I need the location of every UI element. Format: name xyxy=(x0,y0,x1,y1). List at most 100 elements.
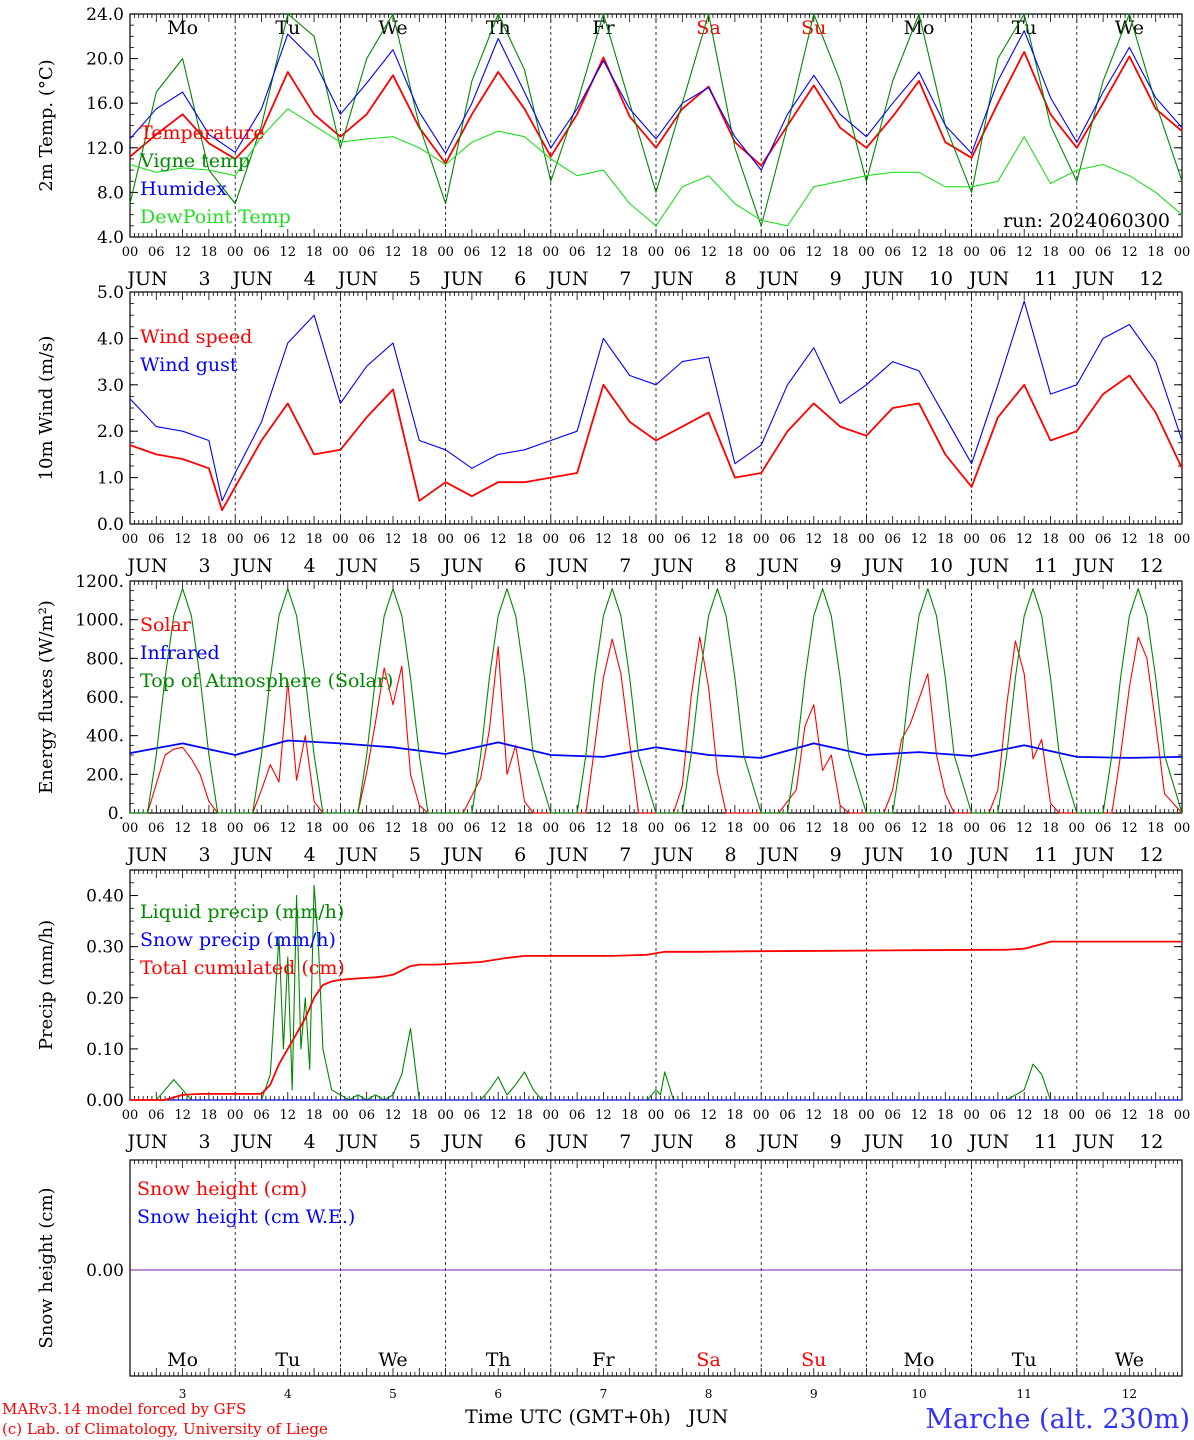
hour-tick-label: 12 xyxy=(1016,821,1033,836)
hour-tick-label: 12 xyxy=(1016,532,1033,547)
day-number-label: 8 xyxy=(724,555,736,577)
hour-tick-label: 06 xyxy=(779,821,796,836)
hour-tick-label: 18 xyxy=(621,245,638,260)
hour-tick-label: 00 xyxy=(332,245,349,260)
hour-tick-label: 00 xyxy=(963,532,980,547)
hour-tick-label: 12 xyxy=(490,821,507,836)
weekday-label: Tu xyxy=(275,1349,300,1371)
month-label: JUN xyxy=(757,555,799,577)
hour-tick-label: 12 xyxy=(1121,245,1138,260)
hour-tick-label: 06 xyxy=(1095,532,1112,547)
month-label: JUN xyxy=(651,555,693,577)
month-label: JUN xyxy=(1072,555,1114,577)
y-tick-label: 0.30 xyxy=(86,938,124,958)
energy-ylabel: Energy fluxes (W/m²) xyxy=(36,600,57,794)
hour-tick-label: 00 xyxy=(1174,245,1191,260)
day-number-label: 5 xyxy=(409,844,421,866)
hour-tick-label: 06 xyxy=(569,1108,586,1123)
hour-tick-label: 00 xyxy=(963,245,980,260)
hour-tick-label: 00 xyxy=(753,245,770,260)
hour-tick-label: 18 xyxy=(1147,532,1164,547)
temperature-series-vigne-temp xyxy=(129,13,1183,227)
day-number-label: 6 xyxy=(514,555,526,577)
month-label: JUN xyxy=(967,1131,1009,1153)
hour-tick-label: 18 xyxy=(1042,1108,1059,1123)
hour-tick-label: 06 xyxy=(990,532,1007,547)
day-number-label: 3 xyxy=(198,1131,210,1153)
day-number-label: 5 xyxy=(389,1387,397,1401)
hour-tick-label: 00 xyxy=(648,821,665,836)
weekday-label: Mo xyxy=(904,1349,935,1371)
weekday-label: Tu xyxy=(1012,1349,1037,1371)
hour-tick-label: 18 xyxy=(516,821,533,836)
hour-tick-label: 06 xyxy=(884,821,901,836)
hour-tick-label: 18 xyxy=(201,1108,218,1123)
y-tick-label: 1000. xyxy=(75,611,124,631)
day-number-label: 3 xyxy=(179,1387,187,1401)
energy-series-infrared xyxy=(129,739,1183,759)
station-name: Marche (alt. 230m) xyxy=(925,1404,1190,1435)
hour-tick-label: 06 xyxy=(358,1108,375,1123)
hour-tick-label: 00 xyxy=(963,821,980,836)
day-number-label: 8 xyxy=(724,1131,736,1153)
y-tick-label: 200. xyxy=(86,765,124,785)
hour-tick-label: 00 xyxy=(332,821,349,836)
day-number-label: 10 xyxy=(929,844,953,866)
snow-ylabel: Snow height (cm) xyxy=(36,1187,57,1348)
hour-tick-label: 00 xyxy=(227,1108,244,1123)
month-label: JUN xyxy=(862,1131,904,1153)
hour-tick-label: 06 xyxy=(464,245,481,260)
hour-tick-label: 12 xyxy=(806,1108,823,1123)
y-tick-label: 1.0 xyxy=(97,469,124,489)
month-label: JUN xyxy=(336,268,378,290)
day-number-label: 11 xyxy=(1034,555,1058,577)
temperature-panel: 4.0 8.0 12.0 16.0 20.0 24.0 2m Temp. (°C) 00 06 1… xyxy=(36,5,1190,290)
hour-tick-label: 00 xyxy=(543,1108,560,1123)
weekday-label: Fr xyxy=(592,1349,615,1371)
day-number-label: 8 xyxy=(724,268,736,290)
hour-tick-label: 00 xyxy=(1069,245,1086,260)
month-label: JUN xyxy=(546,844,588,866)
legend-entry: Temperature xyxy=(140,122,264,144)
month-label: JUN xyxy=(125,1131,167,1153)
hour-tick-label: 00 xyxy=(122,245,139,260)
hour-tick-label: 00 xyxy=(963,1108,980,1123)
day-number-label: 11 xyxy=(1034,844,1058,866)
hour-tick-label: 18 xyxy=(411,1108,428,1123)
month-label: JUN xyxy=(862,844,904,866)
hour-tick-label: 06 xyxy=(990,821,1007,836)
day-number-label: 7 xyxy=(600,1387,608,1401)
hour-tick-label: 00 xyxy=(1069,1108,1086,1123)
month-label: JUN xyxy=(651,1131,693,1153)
hour-tick-label: 12 xyxy=(911,245,928,260)
legend-entry: Wind speed xyxy=(140,326,252,348)
hour-tick-label: 18 xyxy=(201,532,218,547)
hour-tick-label: 06 xyxy=(253,532,270,547)
hour-tick-label: 00 xyxy=(543,245,560,260)
month-label: JUN xyxy=(1072,844,1114,866)
hour-tick-label: 00 xyxy=(543,821,560,836)
y-tick-label: 800. xyxy=(86,649,124,669)
hour-tick-label: 12 xyxy=(911,532,928,547)
hour-tick-label: 12 xyxy=(1016,1108,1033,1123)
hour-tick-label: 12 xyxy=(490,532,507,547)
hour-tick-label: 06 xyxy=(779,1108,796,1123)
legend-entry: DewPoint Temp xyxy=(140,206,291,228)
hour-tick-label: 18 xyxy=(516,245,533,260)
hour-tick-label: 00 xyxy=(437,821,454,836)
month-label: JUN xyxy=(336,555,378,577)
y-tick-label: 0.20 xyxy=(86,989,124,1009)
hour-tick-label: 06 xyxy=(569,532,586,547)
hour-tick-label: 00 xyxy=(122,1108,139,1123)
hour-tick-label: 18 xyxy=(727,245,744,260)
day-number-label: 4 xyxy=(304,268,316,290)
weekday-label: Sa xyxy=(696,1349,720,1371)
month-label: JUN xyxy=(231,268,273,290)
y-tick-label: 0.0 xyxy=(97,515,124,535)
hour-tick-label: 18 xyxy=(832,1108,849,1123)
hour-tick-label: 06 xyxy=(464,532,481,547)
hour-tick-label: 00 xyxy=(1174,821,1191,836)
hour-tick-label: 06 xyxy=(990,1108,1007,1123)
y-tick-label: 16.0 xyxy=(86,94,124,114)
